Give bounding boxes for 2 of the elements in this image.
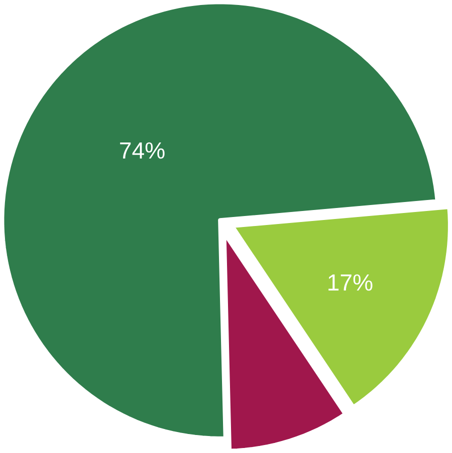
data-label: 74% [120, 142, 164, 159]
data-label: 17% [328, 274, 372, 291]
